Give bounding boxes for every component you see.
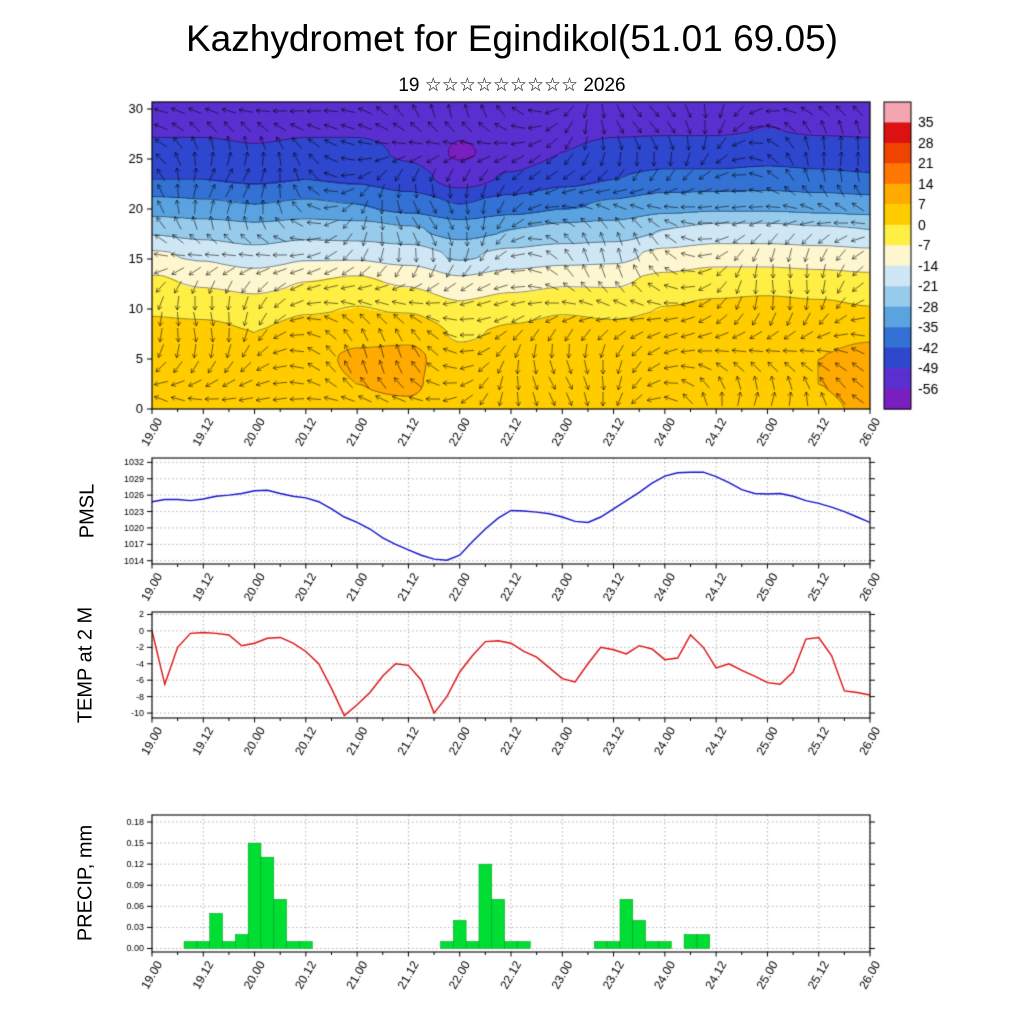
pmsl-axis-label: PMSL bbox=[76, 483, 99, 539]
precip-axis-label: PRECIP, mm bbox=[74, 824, 97, 942]
temp-axis-label: TEMP at 2 M bbox=[74, 606, 97, 724]
page-subtitle: 19 ☆☆☆☆☆☆☆☆☆ 2026 bbox=[398, 75, 626, 96]
page-title: Kazhydromet for Egindikol(51.01 69.05) bbox=[186, 18, 838, 59]
